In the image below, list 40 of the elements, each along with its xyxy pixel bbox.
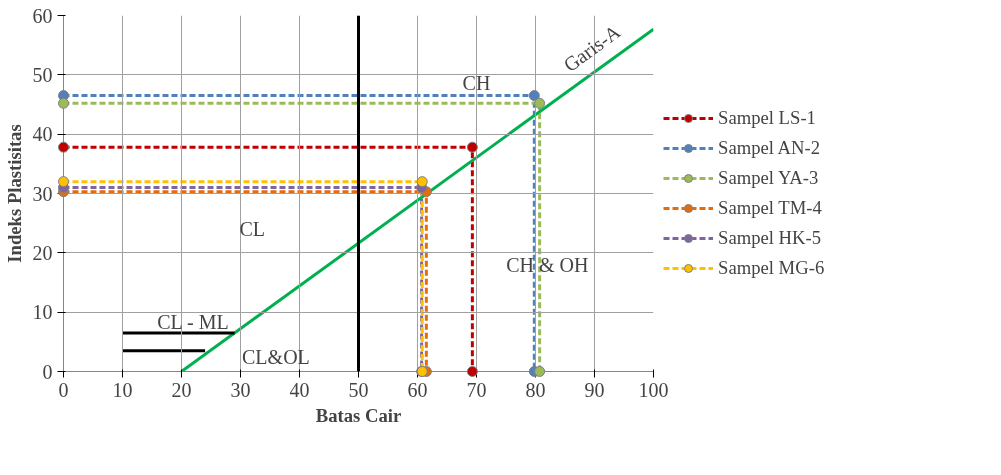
y-tick-label: 0	[42, 360, 53, 383]
x-tick-label: 80	[525, 378, 546, 401]
x-tick-label: 50	[348, 378, 369, 401]
legend-label: Sampel YA-3	[718, 167, 820, 189]
y-tick-label: 10	[32, 301, 53, 324]
point	[58, 97, 69, 109]
y-axis-title: Indeks Plastisitas	[3, 124, 25, 263]
x-tick-label: 0	[58, 378, 69, 401]
x-tick-label: 100	[638, 378, 669, 401]
x-tick-label: 60	[407, 378, 428, 401]
legend-label: Sampel TM-4	[718, 197, 823, 219]
annotation: CL - ML	[157, 310, 229, 333]
point	[58, 141, 69, 153]
annotation: CL&OL	[242, 346, 310, 369]
point	[58, 176, 69, 188]
annotation: CH & OH	[506, 253, 589, 276]
annotation: CH	[462, 72, 491, 95]
y-tick-label: 50	[32, 63, 53, 86]
x-axis-title: Batas Cair	[315, 404, 402, 426]
x-tick-label: 20	[171, 378, 192, 401]
point	[534, 366, 546, 377]
legend-label: Sampel LS-1	[718, 107, 817, 129]
point	[466, 141, 478, 153]
y-tick-label: 60	[32, 4, 53, 27]
x-tick-label: 70	[466, 378, 487, 401]
y-tick-label: 40	[32, 123, 53, 146]
point	[534, 97, 546, 109]
legend-label: Sampel MG-6	[718, 257, 826, 279]
legend-label: Sampel HK-5	[718, 227, 823, 249]
y-tick-label: 30	[32, 182, 53, 205]
x-tick-label: 30	[230, 378, 251, 401]
point	[466, 366, 478, 377]
point	[416, 176, 428, 188]
point	[528, 90, 540, 102]
y-tick-label: 20	[32, 241, 53, 264]
x-tick-label: 10	[112, 378, 133, 401]
x-tick-label: 40	[289, 378, 310, 401]
legend-label: Sampel AN-2	[718, 137, 822, 159]
x-tick-label: 90	[584, 378, 605, 401]
annotation: CL	[239, 218, 266, 241]
